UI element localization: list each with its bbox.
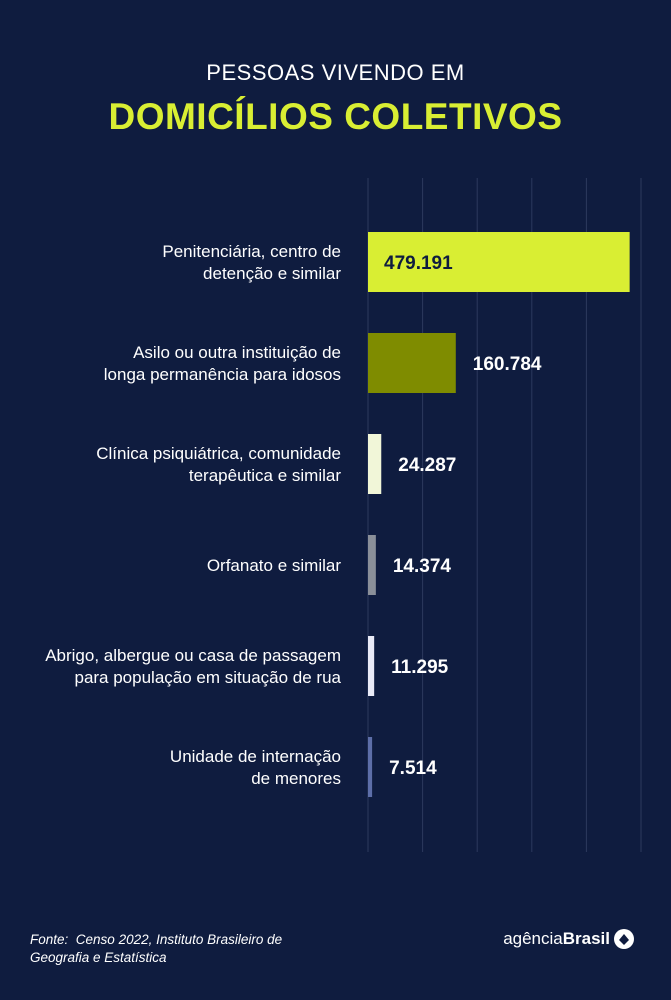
- data-label: 24.287: [398, 455, 456, 476]
- category-label-line: Abrigo, albergue ou casa de passagem: [45, 646, 341, 665]
- category-label-line: Unidade de internação: [170, 747, 341, 766]
- category-label-line: para população em situação de rua: [74, 668, 341, 687]
- brand-logo: agência Brasil: [503, 928, 635, 950]
- category-label-line: Orfanato e similar: [207, 556, 341, 575]
- data-label: 7.514: [389, 758, 437, 779]
- category-label-line: longa permanência para idosos: [104, 365, 341, 384]
- data-label: 479.191: [384, 253, 453, 274]
- data-label: 14.374: [393, 556, 452, 577]
- category-label: Unidade de internação de menores: [170, 747, 341, 788]
- brand-name-bold: Brasil: [562, 929, 610, 948]
- bar: [368, 737, 373, 797]
- data-label: 160.784: [473, 354, 542, 375]
- data-label: 11.295: [391, 657, 448, 678]
- source-note: Fonte: Censo 2022, Instituto Brasileiro …: [30, 931, 330, 967]
- category-label-line: Asilo ou outra instituição de: [133, 343, 341, 362]
- brand-icon: [614, 929, 634, 949]
- bar: [368, 636, 375, 696]
- category-label-line: detenção e similar: [203, 264, 341, 283]
- source-text: Censo 2022, Instituto Brasileiro de Geog…: [30, 932, 283, 965]
- chart-title-line2: DOMICÍLIOS COLETIVOS: [108, 96, 563, 137]
- category-label-line: Penitenciária, centro de: [162, 242, 341, 261]
- category-label-line: terapêutica e similar: [189, 466, 341, 485]
- category-label-line: Clínica psiquiátrica, comunidade: [96, 444, 341, 463]
- bar: [368, 333, 456, 393]
- bar: [368, 535, 376, 595]
- category-label: Penitenciária, centro de detenção e simil…: [162, 242, 341, 283]
- bar: [368, 434, 382, 494]
- brand-name-light: agência: [503, 929, 563, 948]
- bar: [368, 232, 630, 292]
- category-label: Orfanato e similar: [207, 556, 341, 575]
- source-label: Fonte:: [30, 932, 69, 947]
- category-label: Clínica psiquiátrica, comunidade terapêut…: [96, 444, 341, 485]
- category-label: Abrigo, albergue ou casa de passagem para…: [45, 646, 341, 687]
- category-label-line: de menores: [251, 769, 341, 788]
- category-label: Asilo ou outra instituição de longa perma…: [104, 343, 341, 384]
- chart-title-line1: PESSOAS VIVENDO EM: [206, 60, 465, 85]
